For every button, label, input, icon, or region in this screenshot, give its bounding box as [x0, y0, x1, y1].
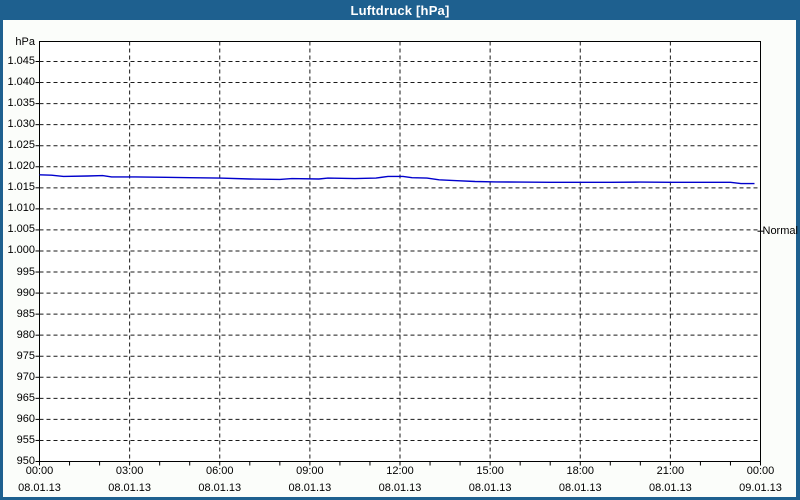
- pressure-line: [39, 174, 755, 185]
- y-tick-label: 995: [16, 265, 35, 278]
- x-tick-time-label: 12:00: [386, 465, 414, 477]
- x-tick-date-label: 09.01.13: [739, 482, 782, 494]
- x-tick-date-label: 08.01.13: [18, 482, 61, 494]
- y-tick-label: 1.025: [7, 139, 35, 152]
- y-tick-label: 960: [16, 412, 35, 425]
- x-tick-date-label: 08.01.13: [198, 482, 242, 494]
- x-tick-time-label: 00:00: [25, 465, 54, 477]
- x-tick-time-label: 15:00: [476, 465, 504, 477]
- window-border-bottom: [0, 497, 800, 500]
- y-tick-label: 1.030: [7, 118, 35, 131]
- x-tick-date-label: 08.01.13: [288, 482, 332, 494]
- y-tick-label: 955: [16, 433, 35, 446]
- x-tick-time-label: 00:00: [746, 465, 775, 477]
- normal-marker-label: Normal: [762, 224, 798, 237]
- y-tick-label: 985: [16, 307, 35, 320]
- x-tick-date-label: 08.01.13: [378, 482, 422, 494]
- x-tick-time-label: 09:00: [296, 465, 324, 477]
- title-bar: Luftdruck [hPa]: [0, 0, 800, 20]
- x-tick-time-label: 03:00: [115, 465, 144, 477]
- y-tick-label: 1.010: [7, 202, 35, 215]
- y-tick-label: 1.015: [7, 181, 35, 194]
- y-tick-label: 980: [16, 328, 35, 341]
- y-tick-label: 950: [16, 455, 35, 467]
- y-tick-label: 1.000: [7, 244, 35, 257]
- x-tick-time-label: 21:00: [656, 465, 685, 477]
- x-tick-time-label: 18:00: [566, 465, 595, 477]
- window-border-right: [796, 20, 800, 500]
- y-tick-label: 990: [16, 286, 35, 299]
- x-tick-date-label: 08.01.13: [468, 482, 512, 494]
- y-axis-unit-label: hPa: [15, 36, 35, 48]
- x-tick-date-label: 08.01.13: [108, 482, 152, 494]
- x-tick-date-label: 08.01.13: [558, 482, 602, 494]
- y-tick-label: 1.020: [7, 160, 35, 173]
- y-tick-label: 975: [16, 349, 35, 362]
- y-tick-label: 1.045: [7, 55, 35, 67]
- x-tick-time-label: 06:00: [205, 465, 234, 477]
- y-tick-label: 1.040: [7, 76, 35, 89]
- chart-title: Luftdruck [hPa]: [350, 2, 450, 18]
- window-border-left: [0, 20, 3, 500]
- x-tick-date-label: 08.01.13: [648, 482, 692, 494]
- y-tick-label: 965: [16, 391, 35, 404]
- y-tick-label: 970: [16, 370, 35, 383]
- y-tick-label: 1.005: [7, 223, 35, 236]
- y-tick-label: 1.035: [7, 97, 35, 110]
